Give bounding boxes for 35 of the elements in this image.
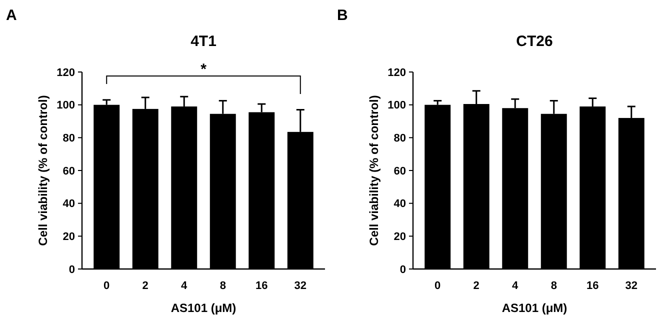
text: B xyxy=(337,7,348,24)
y-tick-label: 40 xyxy=(394,198,406,210)
x-tick-label: 16 xyxy=(256,280,268,292)
y-tick-label: 100 xyxy=(56,100,75,112)
x-axis-title: AS101 (μM) xyxy=(170,301,236,315)
x-tick-label: 2 xyxy=(473,280,480,292)
y-tick-label: 20 xyxy=(394,231,406,244)
x-tick-label: 0 xyxy=(104,280,110,292)
x-tick-label: 32 xyxy=(625,280,638,292)
y-tick-label: 120 xyxy=(56,66,75,79)
x-axis-title: AS101 (μM) xyxy=(502,301,568,315)
y-tick-label: 40 xyxy=(62,198,75,210)
text: A xyxy=(6,7,17,24)
x-tick-label: 16 xyxy=(586,280,599,292)
x-tick-label: 8 xyxy=(220,280,226,292)
chart-title: 4T1 xyxy=(190,33,216,50)
y-axis-title: Cell viability (% of control) xyxy=(367,95,381,246)
y-tick-label: 0 xyxy=(400,264,406,276)
y-tick-label: 0 xyxy=(68,264,75,276)
y-tick-label: 20 xyxy=(62,231,75,244)
y-axis-title: Cell viability (% of control) xyxy=(36,95,50,246)
annotation: * xyxy=(200,61,207,78)
y-tick-label: 100 xyxy=(388,100,406,112)
x-tick-label: 32 xyxy=(294,280,307,292)
y-tick-label: 60 xyxy=(62,165,75,178)
y-tick-label: 120 xyxy=(388,66,406,79)
chart-title: CT26 xyxy=(516,33,553,50)
x-tick-label: 0 xyxy=(434,280,441,292)
x-tick-label: 4 xyxy=(181,280,188,292)
x-tick-label: 2 xyxy=(142,280,148,292)
x-tick-label: 8 xyxy=(550,280,557,292)
y-tick-label: 80 xyxy=(394,132,406,145)
y-tick-label: 80 xyxy=(62,132,75,145)
x-tick-label: 4 xyxy=(512,280,520,292)
y-tick-label: 60 xyxy=(394,165,406,178)
